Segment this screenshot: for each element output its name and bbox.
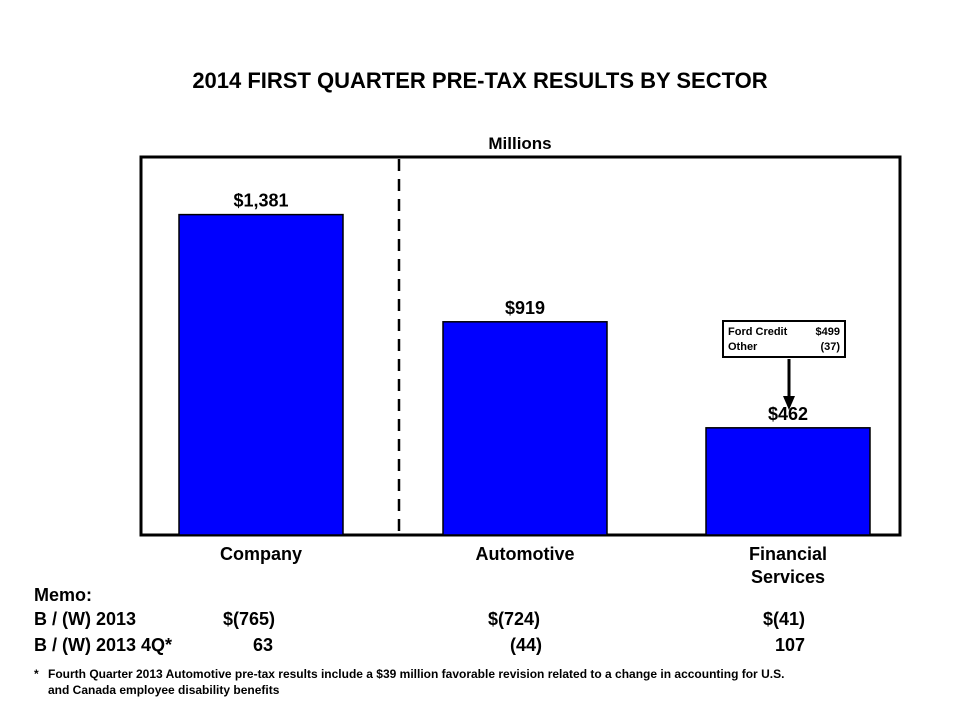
footnote-line-1: Fourth Quarter 2013 Automotive pre-tax r… — [48, 667, 785, 681]
callout-box: Ford Credit $499 Other (37) — [722, 320, 846, 358]
callout-row-ford-credit: Ford Credit $499 — [728, 326, 840, 340]
bar-company — [178, 213, 344, 536]
memo-value-company: $(765) — [223, 609, 276, 629]
category-label-automotive: Automotive — [475, 544, 575, 564]
callout-label: Other — [728, 341, 758, 353]
data-label-automotive: $919 — [505, 298, 545, 318]
memo-value-automotive: $(724) — [488, 609, 541, 629]
data-label-company: $1,381 — [233, 191, 288, 211]
data-label-financial-services: $462 — [768, 404, 808, 424]
callout-arrow-head — [783, 396, 795, 410]
memo-value-automotive: (44) — [510, 635, 543, 655]
callout-row-other: Other (37) — [728, 341, 840, 355]
memo-value-financial: 107 — [775, 635, 806, 655]
memo-heading: Memo: — [34, 585, 92, 605]
memo-row-label: B / (W) 2013 — [34, 609, 137, 629]
footnote-marker: * — [34, 667, 39, 681]
bar-financial-services — [705, 427, 871, 536]
memo-value-financial: $(41) — [763, 609, 806, 629]
chart-title: 2014 FIRST QUARTER PRE-TAX RESULTS BY SE… — [192, 68, 768, 93]
unit-label: Millions — [488, 134, 552, 153]
category-label-company: Company — [219, 544, 302, 564]
footnote-line-2: and Canada employee disability benefits — [48, 683, 280, 697]
category-label-financial-services: Financial Services — [748, 544, 828, 587]
memo-row-label: B / (W) 2013 4Q* — [34, 635, 173, 655]
callout-value: $499 — [815, 326, 840, 338]
callout-label: Ford Credit — [728, 326, 788, 338]
callout-value: (37) — [820, 341, 840, 353]
memo-value-company: 63 — [253, 635, 274, 655]
bar-automotive — [442, 321, 608, 536]
